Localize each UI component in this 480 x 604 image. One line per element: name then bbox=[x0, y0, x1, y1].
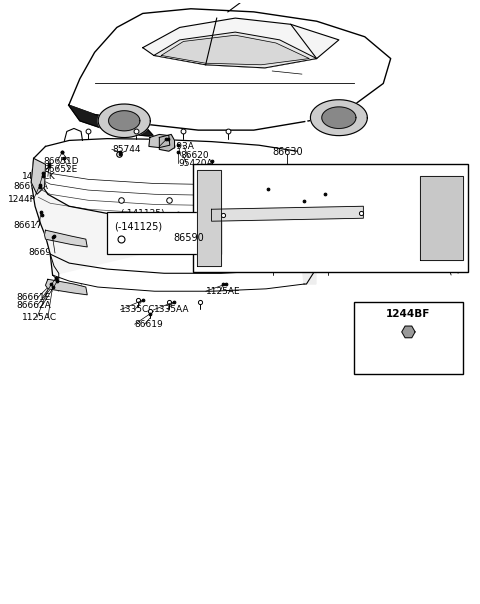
Text: 86662A: 86662A bbox=[16, 301, 51, 310]
Polygon shape bbox=[31, 158, 46, 194]
Polygon shape bbox=[159, 135, 175, 151]
Text: (-141125): (-141125) bbox=[114, 221, 162, 231]
Text: 86593A: 86593A bbox=[159, 142, 194, 151]
Polygon shape bbox=[69, 9, 391, 130]
Bar bbox=[192, 164, 468, 272]
Polygon shape bbox=[402, 326, 415, 338]
Text: 86614F: 86614F bbox=[305, 233, 339, 242]
Text: 86620: 86620 bbox=[180, 151, 209, 160]
Text: 1491JC: 1491JC bbox=[222, 229, 254, 238]
Text: 86613H: 86613H bbox=[305, 225, 341, 234]
Text: 1335AA: 1335AA bbox=[154, 305, 189, 314]
Text: 1244KE: 1244KE bbox=[343, 199, 378, 208]
Polygon shape bbox=[420, 176, 463, 260]
Text: 1244FB: 1244FB bbox=[8, 194, 41, 204]
Text: 86651D: 86651D bbox=[43, 157, 79, 166]
Polygon shape bbox=[69, 105, 154, 137]
Text: 1335CC: 1335CC bbox=[120, 305, 156, 314]
Polygon shape bbox=[46, 279, 87, 295]
Text: 86591: 86591 bbox=[225, 260, 253, 269]
Text: 86593D: 86593D bbox=[117, 227, 152, 236]
Polygon shape bbox=[98, 104, 150, 138]
Polygon shape bbox=[31, 146, 316, 275]
Polygon shape bbox=[311, 100, 367, 136]
Text: 1244BF: 1244BF bbox=[386, 309, 431, 319]
Polygon shape bbox=[45, 230, 87, 247]
Text: 1249BD: 1249BD bbox=[200, 166, 235, 175]
Text: 1125KO: 1125KO bbox=[174, 231, 209, 239]
Text: 86617E: 86617E bbox=[13, 221, 48, 230]
Polygon shape bbox=[154, 32, 317, 68]
Polygon shape bbox=[297, 215, 316, 284]
Polygon shape bbox=[322, 107, 356, 129]
Text: 86630: 86630 bbox=[272, 147, 303, 158]
Polygon shape bbox=[161, 35, 309, 65]
Text: 86590: 86590 bbox=[174, 233, 204, 243]
Polygon shape bbox=[149, 135, 170, 147]
Text: 86642A: 86642A bbox=[378, 175, 412, 184]
Polygon shape bbox=[212, 206, 363, 221]
Text: 86634X: 86634X bbox=[306, 187, 341, 196]
Text: (-141125): (-141125) bbox=[120, 209, 165, 218]
Bar bbox=[107, 212, 221, 254]
Text: 1125AC: 1125AC bbox=[22, 313, 57, 322]
Text: 86619: 86619 bbox=[135, 320, 163, 329]
Text: 1244KE: 1244KE bbox=[343, 199, 378, 208]
Polygon shape bbox=[108, 111, 140, 131]
Polygon shape bbox=[290, 206, 321, 248]
Text: 86652E: 86652E bbox=[43, 165, 77, 173]
Polygon shape bbox=[143, 18, 339, 68]
Text: 85744: 85744 bbox=[112, 145, 140, 154]
Text: 86635W: 86635W bbox=[372, 204, 409, 213]
Text: 95420A: 95420A bbox=[179, 159, 213, 168]
Text: 86590: 86590 bbox=[155, 219, 183, 228]
Text: 86641A: 86641A bbox=[378, 167, 412, 176]
Text: 86633X: 86633X bbox=[306, 179, 341, 188]
Text: 1125AE: 1125AE bbox=[206, 287, 240, 296]
Bar bbox=[354, 302, 463, 374]
Polygon shape bbox=[197, 170, 221, 266]
Text: 86661E: 86661E bbox=[16, 294, 50, 303]
Text: 1327AC: 1327AC bbox=[272, 205, 307, 214]
Polygon shape bbox=[306, 118, 372, 138]
Text: 86590: 86590 bbox=[304, 251, 333, 260]
Text: 86650F: 86650F bbox=[254, 176, 288, 185]
Text: 86611A: 86611A bbox=[13, 182, 48, 191]
Text: 86636A: 86636A bbox=[372, 196, 407, 205]
Text: 1416LK: 1416LK bbox=[22, 172, 56, 181]
Text: 86690A: 86690A bbox=[29, 248, 64, 257]
